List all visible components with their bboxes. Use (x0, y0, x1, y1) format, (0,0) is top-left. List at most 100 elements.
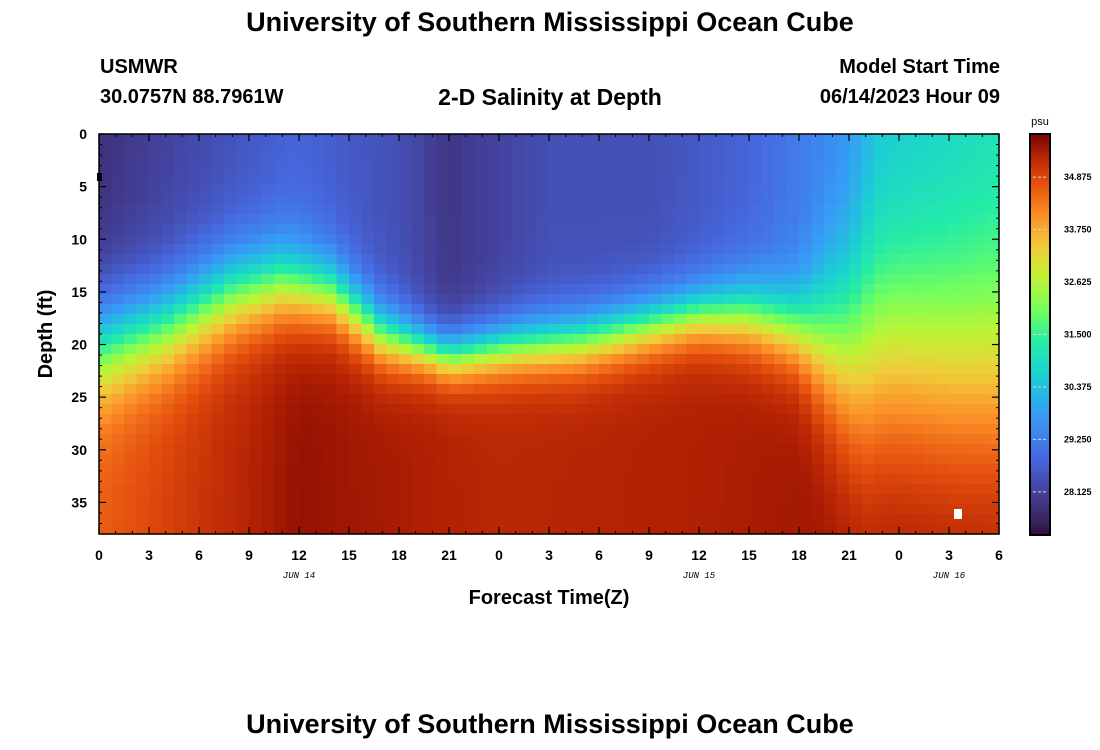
heatmap-cell (611, 434, 625, 445)
heatmap-cell (486, 424, 500, 435)
heatmap-cell (836, 234, 850, 245)
heatmap-cell (311, 444, 325, 455)
heatmap-cell (624, 524, 638, 535)
heatmap-cell (736, 414, 750, 425)
heatmap-cell (936, 284, 950, 295)
heatmap-cell (886, 414, 900, 425)
heatmap-cell (736, 424, 750, 435)
heatmap-cell (311, 514, 325, 525)
heatmap-cell (161, 244, 175, 255)
heatmap-cell (224, 404, 238, 415)
heatmap-cell (824, 364, 838, 375)
heatmap-cell (661, 524, 675, 535)
heatmap-cell (361, 194, 375, 205)
heatmap-cell (136, 384, 150, 395)
colorbar-segment (1030, 374, 1050, 379)
heatmap-cell (586, 204, 600, 215)
heatmap-cell (786, 344, 800, 355)
heatmap-cell (786, 514, 800, 525)
heatmap-cell (761, 414, 775, 425)
heatmap-cell (649, 514, 663, 525)
heatmap-cell (199, 194, 213, 205)
heatmap-cell (99, 364, 113, 375)
heatmap-cell (699, 394, 713, 405)
heatmap-cell (274, 404, 288, 415)
heatmap-cell (474, 444, 488, 455)
heatmap-cell (186, 174, 200, 185)
heatmap-cell (311, 194, 325, 205)
heatmap-cell (274, 384, 288, 395)
heatmap-cell (936, 444, 950, 455)
colorbar-segment (1030, 454, 1050, 459)
heatmap-cell (974, 464, 988, 475)
heatmap-cell (899, 314, 913, 325)
heatmap-cell (274, 324, 288, 335)
heatmap-cell (624, 374, 638, 385)
heatmap-cell (749, 444, 763, 455)
heatmap-cell (349, 384, 363, 395)
heatmap-cell (136, 244, 150, 255)
heatmap-cell (524, 204, 538, 215)
heatmap-cell (536, 264, 550, 275)
heatmap-cell (424, 234, 438, 245)
heatmap-cell (899, 394, 913, 405)
colorbar-segment (1030, 361, 1050, 366)
heatmap-cell (799, 294, 813, 305)
heatmap-cell (911, 174, 925, 185)
heatmap-cell (711, 334, 725, 345)
heatmap-cell (561, 384, 575, 395)
heatmap-cell (749, 214, 763, 225)
heatmap-cell (611, 304, 625, 315)
heatmap-cell (111, 444, 125, 455)
heatmap-cell (774, 224, 788, 235)
heatmap-cell (186, 294, 200, 305)
heatmap-cell (861, 314, 875, 325)
heatmap-cell (749, 474, 763, 485)
heatmap-cell (549, 184, 563, 195)
heatmap-cell (761, 144, 775, 155)
heatmap-cell (761, 384, 775, 395)
heatmap-cell (99, 464, 113, 475)
heatmap-cell (761, 254, 775, 265)
heatmap-cell (761, 264, 775, 275)
heatmap-cell (111, 514, 125, 525)
heatmap-cell (336, 504, 350, 515)
heatmap-cell (124, 254, 138, 265)
heatmap-cell (686, 434, 700, 445)
heatmap-cell (386, 484, 400, 495)
heatmap-cell (399, 234, 413, 245)
heatmap-cell (586, 514, 600, 525)
colorbar-segment (1030, 508, 1050, 513)
heatmap-cell (611, 254, 625, 265)
heatmap-cell (974, 474, 988, 485)
heatmap-cell (974, 394, 988, 405)
heatmap-cell (811, 134, 825, 145)
heatmap-cell (261, 344, 275, 355)
heatmap-cell (761, 134, 775, 145)
heatmap-cell (474, 354, 488, 365)
heatmap-cell (161, 294, 175, 305)
heatmap-cell (986, 174, 1000, 185)
heatmap-cell (474, 304, 488, 315)
heatmap-cell (111, 274, 125, 285)
heatmap-cell (174, 134, 188, 145)
heatmap-cell (374, 344, 388, 355)
heatmap-cell (886, 494, 900, 505)
heatmap-cell (124, 424, 138, 435)
heatmap-cell (549, 234, 563, 245)
date-label: JUN 16 (933, 571, 966, 581)
heatmap-cell (886, 504, 900, 515)
heatmap-cell (686, 524, 700, 535)
heatmap-cell (411, 284, 425, 295)
heatmap-cell (574, 444, 588, 455)
heatmap-cell (711, 384, 725, 395)
colorbar-segment (1030, 451, 1050, 456)
heatmap-cell (549, 264, 563, 275)
heatmap-cell (111, 484, 125, 495)
heatmap-cell (436, 434, 450, 445)
heatmap-cell (649, 204, 663, 215)
colorbar-segment (1030, 147, 1050, 152)
heatmap-cell (961, 384, 975, 395)
heatmap-cell (111, 324, 125, 335)
heatmap-cell (899, 304, 913, 315)
